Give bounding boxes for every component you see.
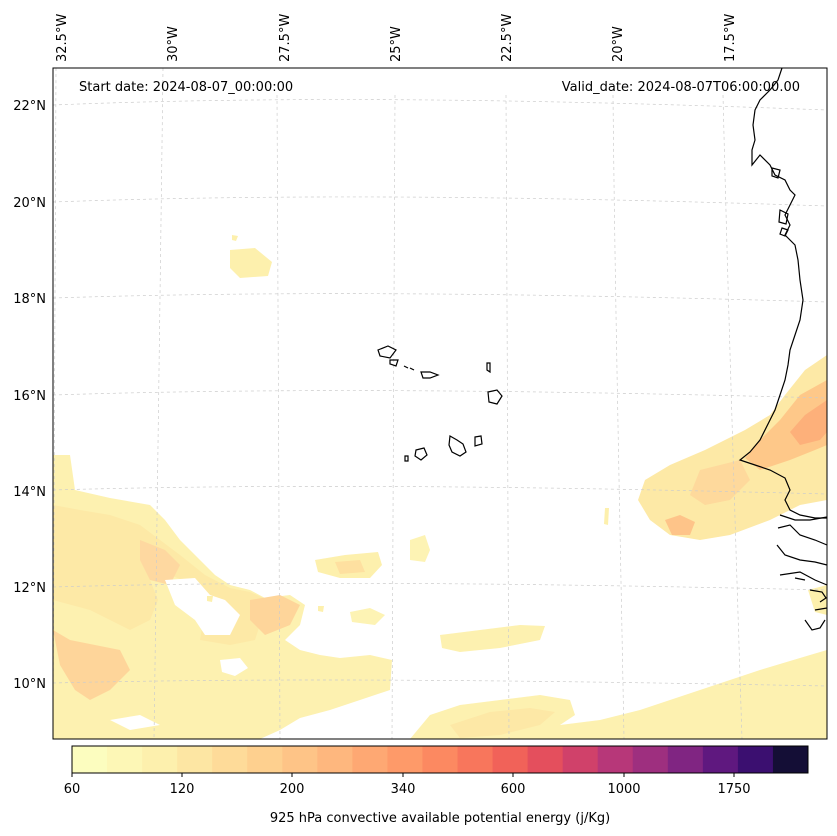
colorbar-swatch (457, 746, 494, 773)
colorbar-title: 925 hPa convective available potential e… (270, 811, 610, 826)
longitude-labels: 32.5°W 30°W 27.5°W 25°W 22.5°W 20°W 17.5… (55, 14, 738, 62)
lat-label-14n: 14°N (13, 485, 46, 500)
lon-label-22-5w: 22.5°W (500, 14, 515, 62)
colorbar-swatch (492, 746, 529, 773)
lon-label-32-5w: 32.5°W (55, 14, 70, 62)
colorbar-swatch (632, 746, 669, 773)
colorbar-swatch (282, 746, 318, 773)
colorbar-swatch (247, 746, 283, 773)
colorbar-swatch (72, 746, 108, 773)
colorbar-swatch (212, 746, 248, 773)
colorbar-tick-120: 120 (170, 782, 195, 797)
lat-label-10n: 10°N (13, 677, 46, 692)
colorbar-swatch (702, 746, 739, 773)
colorbar-swatch (527, 746, 564, 773)
colorbar-swatch (352, 746, 388, 773)
colorbar-tick-340: 340 (391, 782, 416, 797)
colorbar-swatches (72, 746, 809, 773)
colorbar-swatch (737, 746, 774, 773)
colorbar-tick-200: 200 (280, 782, 305, 797)
lat-label-16n: 16°N (13, 389, 46, 404)
coastlines (377, 67, 828, 631)
colorbar-swatch (107, 746, 143, 773)
lat-label-22n: 22°N (13, 99, 46, 114)
colorbar-swatch (317, 746, 353, 773)
valid-date-label: Valid_date: 2024-08-07T06:00:00.00 (562, 80, 800, 95)
lat-label-18n: 18°N (13, 292, 46, 307)
colorbar-tick-1000: 1000 (607, 782, 640, 797)
colorbar-frame (71, 745, 809, 774)
colorbar-swatch (772, 746, 809, 773)
colorbar-swatch (667, 746, 704, 773)
colorbar-swatch (387, 746, 423, 773)
lon-label-25w: 25°W (389, 26, 404, 62)
lon-label-30w: 30°W (166, 26, 181, 62)
lon-label-17-5w: 17.5°W (723, 14, 738, 62)
colorbar-tick-1750: 1750 (717, 782, 750, 797)
colorbar-swatch (562, 746, 599, 773)
colorbar: 60 120 200 340 600 1000 1750 925 hPa con… (64, 745, 809, 826)
lon-label-20w: 20°W (611, 26, 626, 62)
lat-label-20n: 20°N (13, 196, 46, 211)
lat-label-12n: 12°N (13, 581, 46, 596)
map-panel (52, 67, 828, 740)
cape-field (53, 235, 827, 739)
colorbar-swatch (422, 746, 459, 773)
colorbar-swatch (597, 746, 634, 773)
map-frame (52, 67, 828, 740)
colorbar-tick-60: 60 (64, 782, 81, 797)
start-date-label: Start date: 2024-08-07_00:00:00 (79, 80, 293, 95)
lon-label-27-5w: 27.5°W (278, 14, 293, 62)
colorbar-swatch (177, 746, 213, 773)
latitude-labels: 22°N 20°N 18°N 16°N 14°N 12°N 10°N (13, 99, 46, 692)
colorbar-swatch (142, 746, 178, 773)
colorbar-tick-600: 600 (501, 782, 526, 797)
colorbar-ticks (71, 773, 735, 777)
